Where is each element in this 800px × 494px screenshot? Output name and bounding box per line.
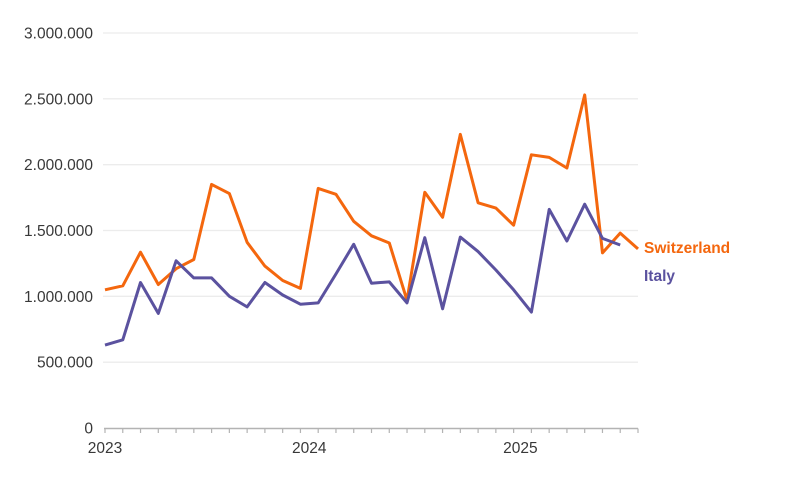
y-tick-label: 500.000 <box>37 355 93 372</box>
y-tick-label: 3.000.000 <box>24 26 93 43</box>
gridlines-group <box>103 32 638 363</box>
series-line-italy <box>104 202 621 347</box>
y-tick-label: 2.500.000 <box>24 91 93 108</box>
series-line-switzerland <box>104 93 639 302</box>
series-label-switzerland: Switzerland <box>644 240 730 257</box>
series-label-italy: Italy <box>644 268 675 285</box>
y-tick-label: 2.000.000 <box>24 157 93 174</box>
x-year-label: 2025 <box>503 440 537 457</box>
y-tick-label: 1.500.000 <box>24 223 93 240</box>
y-axis-labels-group: 0 500.000 1.000.000 1.500.000 2.000.000 2.500… <box>24 26 93 438</box>
y-tick-label: 1.000.000 <box>24 289 93 306</box>
y-tick-label: 0 <box>84 421 93 438</box>
x-year-label: 2024 <box>292 440 327 457</box>
x-axis-group: 2023 2024 2025 <box>88 427 639 457</box>
series-lines-group <box>104 93 639 347</box>
x-year-label: 2023 <box>88 440 122 457</box>
